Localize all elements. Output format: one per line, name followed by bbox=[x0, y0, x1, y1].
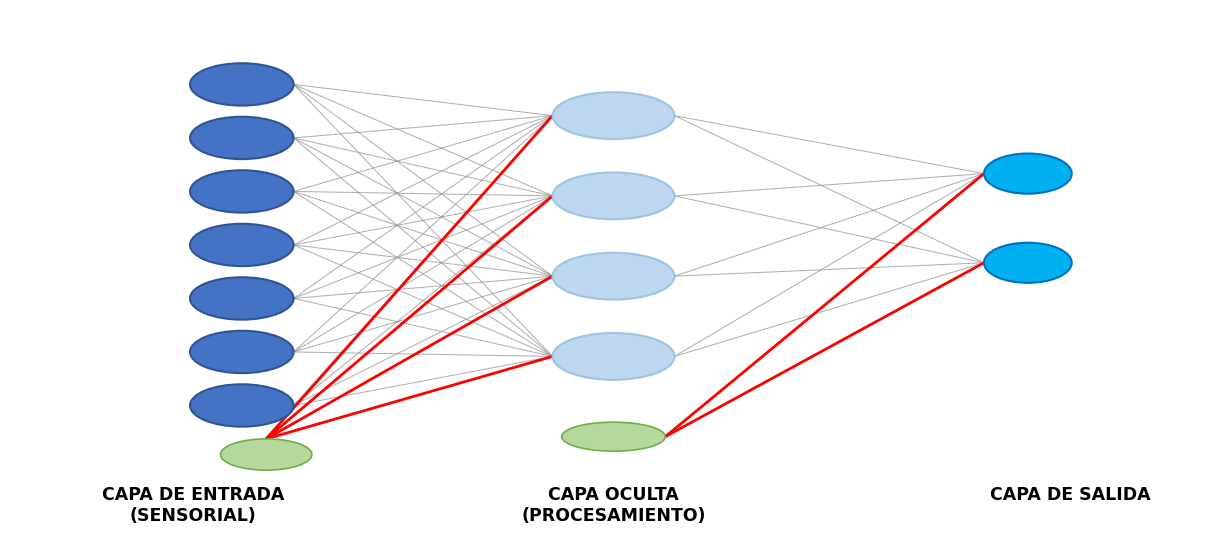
Ellipse shape bbox=[552, 172, 675, 219]
Ellipse shape bbox=[984, 243, 1071, 283]
Ellipse shape bbox=[221, 439, 312, 470]
Ellipse shape bbox=[552, 253, 675, 300]
Ellipse shape bbox=[552, 92, 675, 139]
Ellipse shape bbox=[190, 331, 293, 373]
Ellipse shape bbox=[984, 154, 1071, 194]
Ellipse shape bbox=[190, 117, 293, 159]
Ellipse shape bbox=[190, 224, 293, 266]
Ellipse shape bbox=[190, 384, 293, 426]
Ellipse shape bbox=[190, 63, 293, 106]
Text: CAPA DE ENTRADA
(SENSORIAL): CAPA DE ENTRADA (SENSORIAL) bbox=[102, 485, 285, 525]
Ellipse shape bbox=[190, 277, 293, 320]
Ellipse shape bbox=[190, 170, 293, 213]
Text: CAPA DE SALIDA: CAPA DE SALIDA bbox=[990, 485, 1151, 504]
Ellipse shape bbox=[562, 422, 665, 451]
Text: CAPA OCULTA
(PROCESAMIENTO): CAPA OCULTA (PROCESAMIENTO) bbox=[521, 485, 706, 525]
Ellipse shape bbox=[552, 333, 675, 380]
